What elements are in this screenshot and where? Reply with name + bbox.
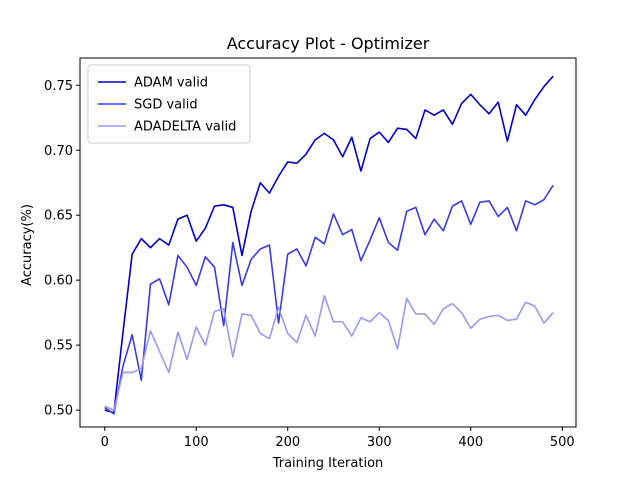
- x-tick-label: 200: [275, 435, 300, 450]
- y-tick-label: 0.75: [44, 79, 73, 94]
- y-tick-label: 0.65: [44, 209, 73, 224]
- legend-label: SGD valid: [134, 98, 198, 113]
- x-tick-label: 0: [101, 435, 109, 450]
- plot-area: 0 100 200 300 400 500 0.50 0.55 0.60 0.65 0.70 0.75: [44, 57, 577, 450]
- y-tick-label: 0.50: [44, 404, 73, 419]
- y-axis-label: Accuracy(%): [20, 204, 35, 286]
- series-line-sgd-valid: [104, 184, 554, 415]
- y-tick-label: 0.55: [44, 339, 73, 354]
- legend-label: ADADELTA valid: [134, 120, 236, 135]
- axes-frame: [79, 57, 577, 428]
- x-tick-label: 500: [550, 435, 575, 450]
- x-tick-label: 300: [367, 435, 392, 450]
- y-tick-label: 0.60: [44, 274, 73, 289]
- x-axis-label: Training Iteration: [272, 456, 384, 471]
- legend-label: ADAM valid: [134, 76, 208, 91]
- y-tick-label: 0.70: [44, 144, 73, 159]
- x-tick-label: 400: [458, 435, 483, 450]
- series-line-adam-valid: [104, 75, 554, 414]
- legend-box: [87, 64, 251, 144]
- series-line-adadelta-valid: [104, 294, 554, 411]
- x-tick-label: 100: [184, 435, 209, 450]
- chart-title: Accuracy Plot - Optimizer: [227, 34, 430, 53]
- legend: ADAM valid SGD valid ADADELTA valid: [87, 64, 251, 144]
